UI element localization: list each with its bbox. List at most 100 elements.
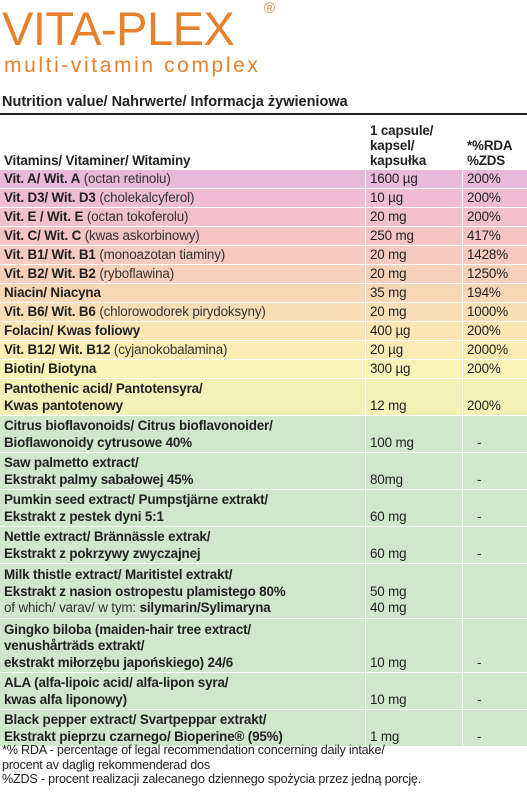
amount: 10 mg [370, 654, 407, 670]
amount: 12 mg [370, 397, 407, 413]
name-line: kwas alfa liponowy) [4, 692, 361, 709]
name-text: Vit. B6/ Wit. B6 [4, 303, 96, 319]
rda-cell: 200% [462, 322, 527, 340]
amount-cell: 60 mg [365, 527, 462, 563]
rda: - [477, 471, 482, 487]
rda: 200% [467, 170, 501, 186]
name-line: Milk thistle extract/ Maritistel extrakt… [4, 567, 361, 584]
rda-cell: - [462, 618, 527, 672]
note-text: of which/ varav/ w tym: [4, 600, 136, 615]
name-cell: Biotin/ Biotyna [0, 360, 365, 378]
table-row: ALA (alfa-lipoic acid/ alfa-lipon syra/k… [0, 673, 527, 710]
subtitle: multi-vitamin complex [4, 54, 261, 77]
amount-cell: 50 mg 40 mg [365, 564, 462, 618]
name-line: of which/ varav/ w tym: silymarin/Sylima… [4, 600, 361, 617]
name-text: venushårträds extrakt/ [4, 638, 145, 653]
amount: 60 mg [370, 508, 407, 524]
name-line: Kwas pantotenowy [4, 398, 361, 415]
table-row: Vit. D3/ Wit. D3 (cholekalcyferol) 10 µg 2… [0, 189, 527, 208]
name-cell: Vit. B1/ Wit. B1 (monoazotan tiaminy) [0, 246, 365, 264]
amount-cell: 20 mg [365, 265, 462, 283]
name-line: ALA (alfa-lipoic acid/ alfa-lipon syra/ [4, 675, 361, 692]
amount: 100 mg [370, 434, 414, 450]
footnote: *% RDA - percentage of legal recommendat… [2, 743, 385, 757]
amount: 20 mg [370, 303, 407, 319]
amount-cell: 20 mg [365, 303, 462, 321]
name-line: Bioflawonoidy cytrusowe 40% [4, 435, 361, 452]
rda: 200% [467, 208, 501, 224]
name-text: Citrus bioflavonoids/ Citrus bioflavonoi… [4, 418, 273, 433]
table-row: Gingko biloba (maiden-hair tree extract/… [0, 618, 527, 673]
footnote: %ZDS - procent realizacji zalecanego dzi… [2, 772, 422, 786]
name-text: Pantothenic acid/ Pantotensyra/ [4, 381, 203, 396]
name-cell: Nettle extract/ Brännässle extrak/Ekstra… [0, 527, 365, 563]
rda: 200% [467, 360, 501, 376]
amount: 10 µg [370, 189, 404, 205]
name-text: Black pepper extract/ Svartpeppar extrak… [4, 712, 267, 727]
header-cell: Vitamins/ Vitaminer/ Witaminy [0, 118, 365, 169]
name-line: Vit. B1/ Wit. B1 (monoazotan tiaminy) [4, 247, 361, 264]
name-text: Saw palmetto extract/ [4, 455, 139, 470]
rda: - [477, 691, 482, 707]
header-row: Vitamins/ Vitaminer/ Witaminy 1 capsule/k… [0, 118, 527, 170]
name-text: Kwas pantotenowy [4, 397, 123, 413]
name-text: ALA (alfa-lipoic acid/ alfa-lipon syra/ [4, 675, 229, 690]
header-text: %ZDS [467, 153, 506, 168]
rda: 194% [467, 284, 501, 300]
rda: 2000% [467, 341, 508, 357]
name-line: Ekstrakt z pestek dyni 5:1 [4, 509, 361, 526]
rda: 417% [467, 227, 501, 243]
rda: - [477, 728, 482, 744]
name-text: Ekstrakt z pokrzywy zwyczajnej [4, 545, 201, 561]
name-text: Vit. B1/ Wit. B1 [4, 246, 96, 262]
name-text: Biotin/ Biotyna [4, 360, 97, 376]
note-text: (kwas askorbinowy) [84, 227, 200, 243]
name-line: Vit. B2/ Wit. B2 (ryboflawina) [4, 266, 361, 283]
name-cell: Saw palmetto extract/Ekstrakt palmy saba… [0, 453, 365, 489]
name-cell: Vit. C/ Wit. C (kwas askorbinowy) [0, 227, 365, 245]
rda-cell: 200% [462, 189, 527, 207]
table-row: Folacin/ Kwas foliowy 400 µg 200% [0, 322, 527, 341]
note-text: (cyjanokobalamina) [113, 341, 228, 357]
name-line: Vit. D3/ Wit. D3 (cholekalcyferol) [4, 190, 361, 207]
table-row: Vit. B6/ Wit. B6 (chlorowodorek pirydoks… [0, 303, 527, 322]
amount-cell: 1600 µg [365, 170, 462, 188]
rda-cell: 194% [462, 284, 527, 302]
name-line: Niacin/ Niacyna [4, 285, 361, 302]
table-row: Niacin/ Niacyna 35 mg 194% [0, 284, 527, 303]
table-row: Black pepper extract/ Svartpeppar extrak… [0, 710, 527, 747]
name-text: Vit. B2/ Wit. B2 [4, 265, 96, 281]
rda-cell: - [462, 710, 527, 746]
rda-cell: - [462, 673, 527, 709]
amount-cell: 1 mg [365, 710, 462, 746]
name-cell: Vit. B12/ Wit. B12 (cyjanokobalamina) [0, 341, 365, 359]
amount: 400 µg [370, 322, 411, 338]
amount-cell: 10 µg [365, 189, 462, 207]
name-text: Nettle extract/ Brännässle extrak/ [4, 529, 211, 544]
rda: 1250% [467, 265, 508, 281]
name-text: ekstrakt miłorzębu japońskiego) 24/6 [4, 654, 234, 670]
name-cell: Citrus bioflavonoids/ Citrus bioflavonoi… [0, 416, 365, 452]
amount: 50 mg [370, 583, 407, 599]
name-line: Ekstrakt palmy sabałowej 45% [4, 472, 361, 489]
header-text: kapsułka [370, 153, 427, 168]
amount: 300 µg [370, 360, 411, 376]
name-cell: Vit. D3/ Wit. D3 (cholekalcyferol) [0, 189, 365, 207]
rda-cell [462, 564, 527, 618]
name-line: Biotin/ Biotyna [4, 361, 361, 378]
nutrition-table: Vitamins/ Vitaminer/ Witaminy 1 capsule/k… [0, 118, 527, 747]
rda-cell: 200% [462, 208, 527, 226]
amount: 35 mg [370, 284, 407, 300]
rda: 1428% [467, 246, 508, 262]
name-text: Niacin/ Niacyna [4, 284, 101, 300]
rda: 200% [467, 322, 501, 338]
amount-cell: 400 µg [365, 322, 462, 340]
name-text: Folacin/ Kwas foliowy [4, 322, 140, 338]
rda-cell: - [462, 490, 527, 526]
name-cell: Vit. B6/ Wit. B6 (chlorowodorek pirydoks… [0, 303, 365, 321]
rda-cell: 1428% [462, 246, 527, 264]
footnote: procent av daglig rekommenderad dos [2, 757, 210, 772]
table-row: Pantothenic acid/ Pantotensyra/Kwas pant… [0, 379, 527, 416]
rda: 200% [467, 189, 501, 205]
amount: 60 mg [370, 545, 407, 561]
